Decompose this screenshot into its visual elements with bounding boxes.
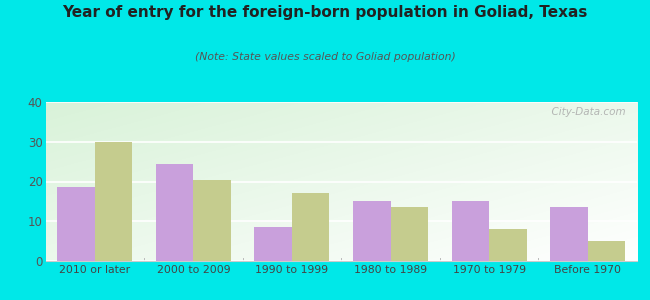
Text: Year of entry for the foreign-born population in Goliad, Texas: Year of entry for the foreign-born popul… <box>62 4 588 20</box>
Bar <box>156 164 194 261</box>
Bar <box>588 241 625 261</box>
Bar <box>292 194 330 261</box>
Bar <box>57 188 95 261</box>
Text: (Note: State values scaled to Goliad population): (Note: State values scaled to Goliad pop… <box>194 52 456 62</box>
Bar <box>255 227 292 261</box>
Bar <box>489 229 526 261</box>
Bar <box>551 207 588 261</box>
Bar <box>194 179 231 261</box>
Bar <box>391 207 428 261</box>
Text: City-Data.com: City-Data.com <box>545 107 625 117</box>
Bar <box>353 201 391 261</box>
Bar <box>452 201 489 261</box>
Bar <box>95 142 132 261</box>
